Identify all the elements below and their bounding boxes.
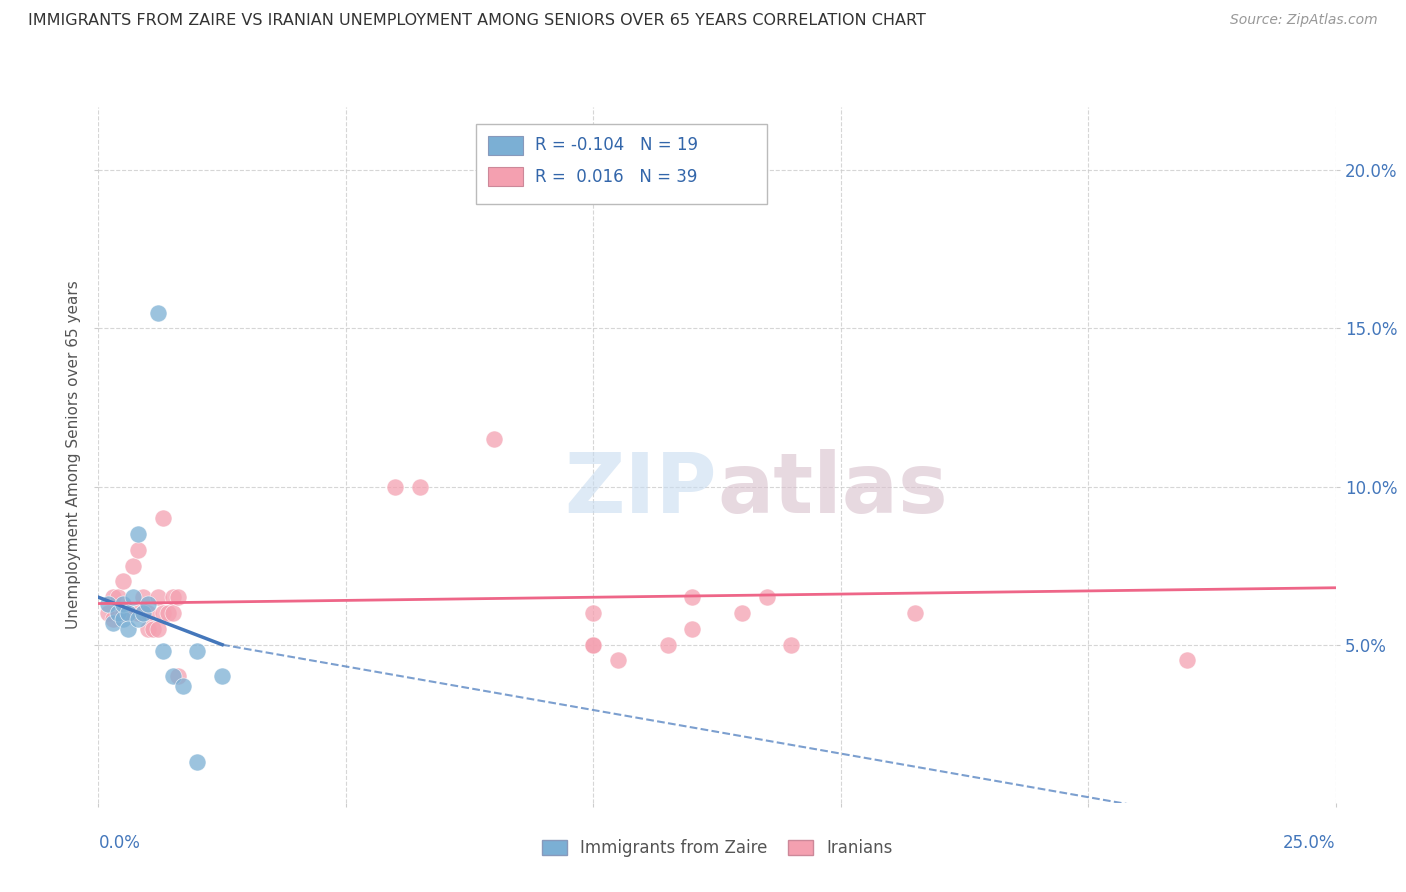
- Point: [97, 597, 120, 611]
- Point: [136, 606, 159, 620]
- Point: [152, 644, 174, 658]
- Point: [166, 591, 188, 605]
- Point: [117, 606, 139, 620]
- Text: R = -0.104   N = 19: R = -0.104 N = 19: [536, 136, 699, 154]
- Point: [122, 591, 145, 605]
- Point: [211, 669, 233, 683]
- Point: [1175, 653, 1198, 667]
- Point: [146, 622, 169, 636]
- Point: [755, 591, 778, 605]
- Point: [152, 606, 174, 620]
- Point: [117, 622, 139, 636]
- Point: [904, 606, 927, 620]
- Point: [136, 622, 159, 636]
- Point: [582, 638, 605, 652]
- Text: R =  0.016   N = 39: R = 0.016 N = 39: [536, 168, 697, 186]
- Point: [681, 622, 703, 636]
- Point: [582, 606, 605, 620]
- Point: [112, 606, 135, 620]
- Point: [136, 597, 159, 611]
- FancyBboxPatch shape: [488, 167, 523, 186]
- FancyBboxPatch shape: [488, 136, 523, 155]
- Point: [582, 638, 605, 652]
- Point: [117, 606, 139, 620]
- Point: [122, 558, 145, 573]
- Point: [112, 574, 135, 589]
- Point: [103, 615, 125, 630]
- Point: [127, 612, 149, 626]
- Point: [127, 606, 149, 620]
- Point: [132, 591, 155, 605]
- Point: [186, 755, 208, 769]
- Text: IMMIGRANTS FROM ZAIRE VS IRANIAN UNEMPLOYMENT AMONG SENIORS OVER 65 YEARS CORREL: IMMIGRANTS FROM ZAIRE VS IRANIAN UNEMPLO…: [28, 13, 927, 29]
- Point: [127, 527, 149, 541]
- Point: [384, 479, 406, 493]
- Point: [607, 653, 630, 667]
- Point: [152, 511, 174, 525]
- Point: [484, 432, 506, 446]
- Point: [657, 638, 679, 652]
- Legend: Immigrants from Zaire, Iranians: Immigrants from Zaire, Iranians: [536, 833, 898, 864]
- Point: [146, 591, 169, 605]
- Y-axis label: Unemployment Among Seniors over 65 years: Unemployment Among Seniors over 65 years: [66, 281, 82, 629]
- FancyBboxPatch shape: [475, 124, 766, 204]
- Text: ZIP: ZIP: [565, 450, 717, 530]
- Point: [107, 606, 129, 620]
- Point: [103, 591, 125, 605]
- Point: [146, 305, 169, 319]
- Point: [103, 612, 125, 626]
- Point: [681, 591, 703, 605]
- Point: [780, 638, 803, 652]
- Point: [186, 644, 208, 658]
- Point: [132, 606, 155, 620]
- Text: atlas: atlas: [717, 450, 948, 530]
- Point: [97, 606, 120, 620]
- Text: Source: ZipAtlas.com: Source: ZipAtlas.com: [1230, 13, 1378, 28]
- Point: [162, 606, 184, 620]
- Point: [166, 669, 188, 683]
- Point: [127, 542, 149, 557]
- Point: [107, 591, 129, 605]
- Point: [142, 622, 165, 636]
- Point: [112, 597, 135, 611]
- Point: [731, 606, 754, 620]
- Point: [112, 612, 135, 626]
- Text: 25.0%: 25.0%: [1284, 834, 1336, 852]
- Point: [162, 669, 184, 683]
- Point: [156, 606, 179, 620]
- Point: [162, 591, 184, 605]
- Point: [172, 679, 194, 693]
- Text: 0.0%: 0.0%: [98, 834, 141, 852]
- Point: [409, 479, 432, 493]
- Point: [132, 606, 155, 620]
